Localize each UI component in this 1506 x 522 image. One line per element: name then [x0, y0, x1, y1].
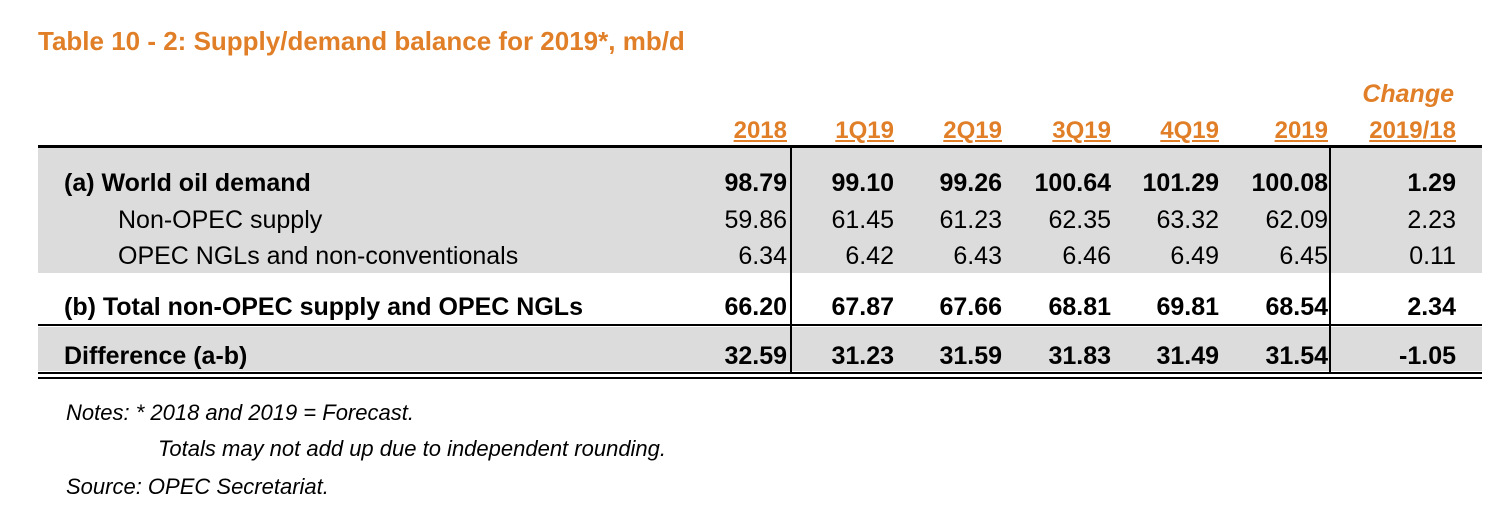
- cell-nonopec-2018: 59.86: [724, 206, 787, 234]
- cell-diff-change: -1.05: [1399, 342, 1456, 370]
- cell-demand-2019: 100.08: [1251, 169, 1328, 197]
- cell-total-2q19: 67.66: [939, 293, 1002, 321]
- cell-ngls-2q19: 6.43: [953, 242, 1002, 270]
- row-label-opec-ngls: OPEC NGLs and non-conventionals: [118, 242, 519, 270]
- cell-diff-2018: 32.59: [724, 342, 787, 370]
- column-header-2018: 2018: [733, 117, 787, 144]
- cell-diff-3q19: 31.83: [1048, 342, 1111, 370]
- cell-demand-2q19: 99.26: [939, 169, 1002, 197]
- cell-ngls-change: 0.11: [1409, 242, 1456, 270]
- column-separator-left: [790, 148, 792, 372]
- cell-demand-1q19: 99.10: [831, 169, 894, 197]
- cell-total-1q19: 67.87: [831, 293, 894, 321]
- cell-diff-4q19: 31.49: [1156, 342, 1219, 370]
- cell-total-4q19: 69.81: [1156, 293, 1219, 321]
- cell-diff-1q19: 31.23: [831, 342, 894, 370]
- bottom-rule-lower: [38, 377, 1482, 379]
- cell-diff-2019: 31.54: [1265, 342, 1328, 370]
- cell-total-2018: 66.20: [724, 293, 787, 321]
- cell-nonopec-4q19: 63.32: [1156, 206, 1219, 234]
- row-label-difference: Difference (a-b): [64, 342, 248, 370]
- change-header-line1: Change: [1362, 80, 1454, 108]
- row-label-total-non-opec: (b) Total non-OPEC supply and OPEC NGLs: [64, 293, 583, 321]
- cell-total-change: 2.34: [1407, 293, 1456, 321]
- cell-demand-2018: 98.79: [724, 169, 787, 197]
- cell-nonopec-3q19: 62.35: [1048, 206, 1111, 234]
- note-rounding: Totals may not add up due to independent…: [158, 436, 667, 461]
- note-source: Source: OPEC Secretariat.: [66, 474, 329, 499]
- column-separator-right: [1329, 148, 1331, 372]
- cell-diff-2q19: 31.59: [939, 342, 1002, 370]
- row-label-world-oil-demand: (a) World oil demand: [64, 169, 311, 197]
- row-label-non-opec-supply: Non-OPEC supply: [118, 206, 323, 234]
- cell-ngls-3q19: 6.46: [1062, 242, 1111, 270]
- cell-demand-change: 1.29: [1407, 169, 1456, 197]
- column-header-1q19: 1Q19: [835, 117, 894, 144]
- column-header-2019: 2019: [1274, 117, 1328, 144]
- change-header-line2: 2019/18: [1369, 117, 1456, 144]
- table-title: Table 10 - 2: Supply/demand balance for …: [38, 26, 685, 56]
- cell-nonopec-2q19: 61.23: [939, 206, 1002, 234]
- shaded-band-difference: [38, 327, 1482, 371]
- header-rule: [38, 145, 1482, 148]
- column-header-3q19: 3Q19: [1052, 117, 1111, 144]
- cell-ngls-4q19: 6.49: [1170, 242, 1219, 270]
- cell-demand-4q19: 101.29: [1142, 169, 1219, 197]
- cell-nonopec-1q19: 61.45: [831, 206, 894, 234]
- cell-total-3q19: 68.81: [1048, 293, 1111, 321]
- cell-nonopec-change: 2.23: [1407, 206, 1456, 234]
- column-header-2q19: 2Q19: [943, 117, 1002, 144]
- cell-total-2019: 68.54: [1265, 293, 1328, 321]
- note-forecast: Notes: * 2018 and 2019 = Forecast.: [66, 400, 414, 425]
- row-rule: [38, 324, 1482, 326]
- bottom-rule-upper: [38, 372, 1482, 374]
- column-header-4q19: 4Q19: [1160, 117, 1219, 144]
- cell-ngls-2019: 6.45: [1279, 242, 1328, 270]
- shaded-band-demand: [38, 148, 1482, 273]
- cell-ngls-1q19: 6.42: [845, 242, 894, 270]
- cell-nonopec-2019: 62.09: [1265, 206, 1328, 234]
- cell-demand-3q19: 100.64: [1034, 169, 1111, 197]
- cell-ngls-2018: 6.34: [738, 242, 787, 270]
